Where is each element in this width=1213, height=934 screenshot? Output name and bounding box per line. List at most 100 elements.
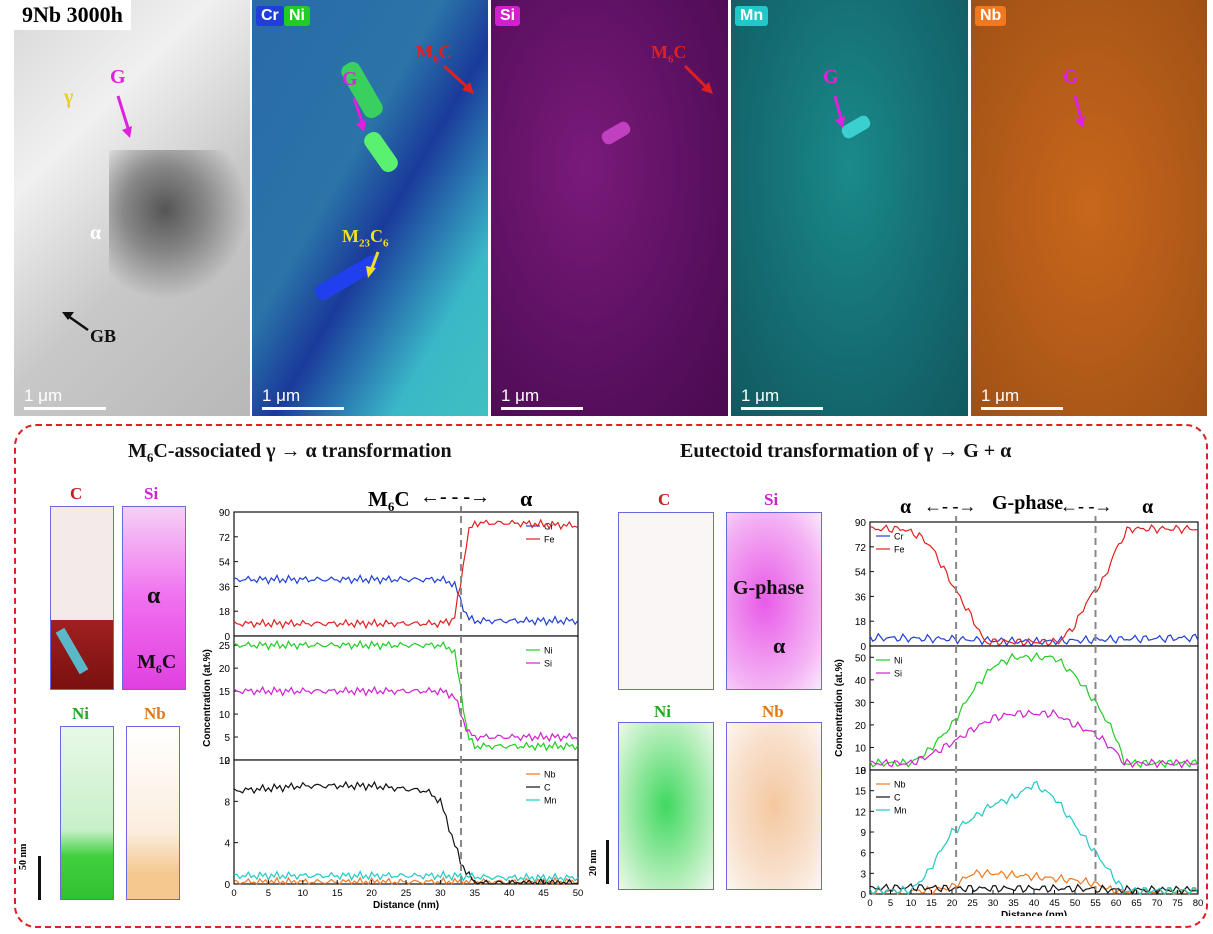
alpha-phase-label: α (773, 633, 786, 658)
legend-label-ni: Ni (894, 656, 903, 666)
legend-label-mn: Mn (544, 796, 557, 806)
roi-cylinder (55, 627, 89, 675)
scale-bar: 1 μm (24, 386, 106, 410)
scale-bar-20nm (606, 840, 609, 884)
series-line-c (233, 780, 579, 885)
legend-label-c: C (544, 783, 551, 793)
y-tick-label: 8 (224, 797, 230, 808)
x-tick-label: 35 (1008, 898, 1019, 909)
mn-label: Mn (735, 6, 769, 26)
x-tick-label: 40 (504, 888, 515, 899)
y-tick-label: 0 (224, 756, 230, 767)
eds-map-mn: Mn G 1 μm (731, 0, 968, 416)
y-tick-label: 30 (855, 698, 867, 709)
y-tick-label: 4 (224, 839, 230, 850)
y-tick-label: 18 (855, 617, 867, 628)
y-tick-label: 5 (224, 733, 230, 744)
right-title: Eutectoid transformation of γ → G + α (680, 440, 1012, 462)
x-tick-label: 15 (332, 888, 343, 899)
m6c-label: M6C (651, 42, 687, 66)
x-tick-label: 10 (906, 898, 917, 909)
y-tick-label: 20 (855, 721, 867, 732)
scale-bar: 1 μm (262, 386, 344, 410)
atom-map-si: G-phase α (726, 512, 822, 690)
y-tick-label: 40 (855, 676, 867, 687)
left-header-alpha: α (520, 486, 533, 511)
scale-bar-50nm (38, 856, 41, 900)
plot-panel (869, 769, 1199, 895)
legend-label-nb: Nb (894, 780, 906, 790)
plot-panel (233, 511, 579, 637)
atom-map-ni (618, 722, 714, 890)
series-line-fe (869, 524, 1199, 647)
y-tick-label: 12 (219, 756, 231, 767)
y-tick-label: 72 (855, 543, 867, 554)
y-tick-label: 20 (219, 664, 231, 675)
x-tick-label: 25 (967, 898, 978, 909)
y-tick-label: 15 (855, 787, 867, 798)
plot-panel (869, 521, 1199, 647)
y-tick-label: 0 (860, 642, 866, 653)
x-tick-label: 30 (435, 888, 446, 899)
x-axis-label: Distance (nm) (1001, 910, 1067, 916)
y-axis-label: Concentration (at.%) (834, 659, 845, 757)
right-header-alpha-left: α (900, 496, 912, 518)
x-tick-label: 50 (1070, 898, 1081, 909)
x-tick-label: 0 (867, 898, 872, 909)
y-tick-label: 10 (855, 743, 867, 754)
apt-frame (14, 424, 1208, 928)
legend-label-fe: Fe (544, 535, 555, 545)
y-tick-label: 12 (855, 807, 867, 818)
atom-c-label: C (70, 484, 83, 503)
x-tick-label: 5 (888, 898, 893, 909)
y-tick-label: 25 (219, 641, 231, 652)
y-tick-label: 72 (219, 533, 231, 544)
x-tick-label: 55 (1090, 898, 1101, 909)
y-tick-label: 3 (860, 869, 866, 880)
atom-map-nb (126, 726, 180, 900)
y-tick-label: 54 (219, 558, 231, 569)
x-tick-label: 80 (1193, 898, 1204, 909)
legend-label-mn: Mn (894, 806, 907, 816)
atom-map-nb (726, 722, 822, 890)
x-tick-label: 20 (366, 888, 377, 899)
x-tick-label: 35 (470, 888, 481, 899)
gphase-label: G-phase (733, 577, 805, 599)
y-tick-label: 90 (855, 518, 867, 529)
atom-map-ni (60, 726, 114, 900)
atom-si-label: Si (764, 490, 779, 509)
x-tick-label: 0 (231, 888, 236, 899)
x-axis-label: Distance (nm) (373, 900, 439, 911)
y-tick-label: 90 (219, 508, 231, 519)
atom-c-label: C (658, 490, 671, 509)
y-axis-label: Concentration (at.%) (202, 649, 213, 747)
atom-nb-label: Nb (144, 704, 166, 723)
m23c6-label: M23C6 (342, 226, 389, 250)
y-tick-label: 10 (219, 710, 231, 721)
plot-panel (233, 635, 579, 761)
series-line-ni (233, 639, 579, 752)
atom-map-c (50, 506, 114, 690)
y-tick-label: 15 (219, 687, 231, 698)
x-tick-label: 40 (1029, 898, 1040, 909)
series-line-ni (869, 651, 1199, 769)
x-tick-label: 5 (266, 888, 271, 899)
crni-arrows (352, 64, 474, 278)
plot-panel (233, 759, 579, 885)
series-line-cr (869, 632, 1199, 647)
right-header-alpha-right: α (1142, 496, 1154, 518)
scale-bar: 1 μm (741, 386, 823, 410)
series-line-si (233, 685, 579, 743)
eds-map-si: Si M6C 1 μm (491, 0, 728, 416)
x-tick-label: 60 (1111, 898, 1122, 909)
legend-label-fe: Fe (894, 545, 905, 555)
atom-ni-label: Ni (72, 704, 89, 723)
series-line-si (869, 708, 1199, 769)
m6c-phase-label: M6C (137, 651, 177, 676)
y-tick-label: 0 (860, 766, 866, 777)
nb-label: Nb (975, 6, 1007, 26)
y-tick-label: 36 (855, 592, 867, 603)
x-tick-label: 75 (1172, 898, 1183, 909)
